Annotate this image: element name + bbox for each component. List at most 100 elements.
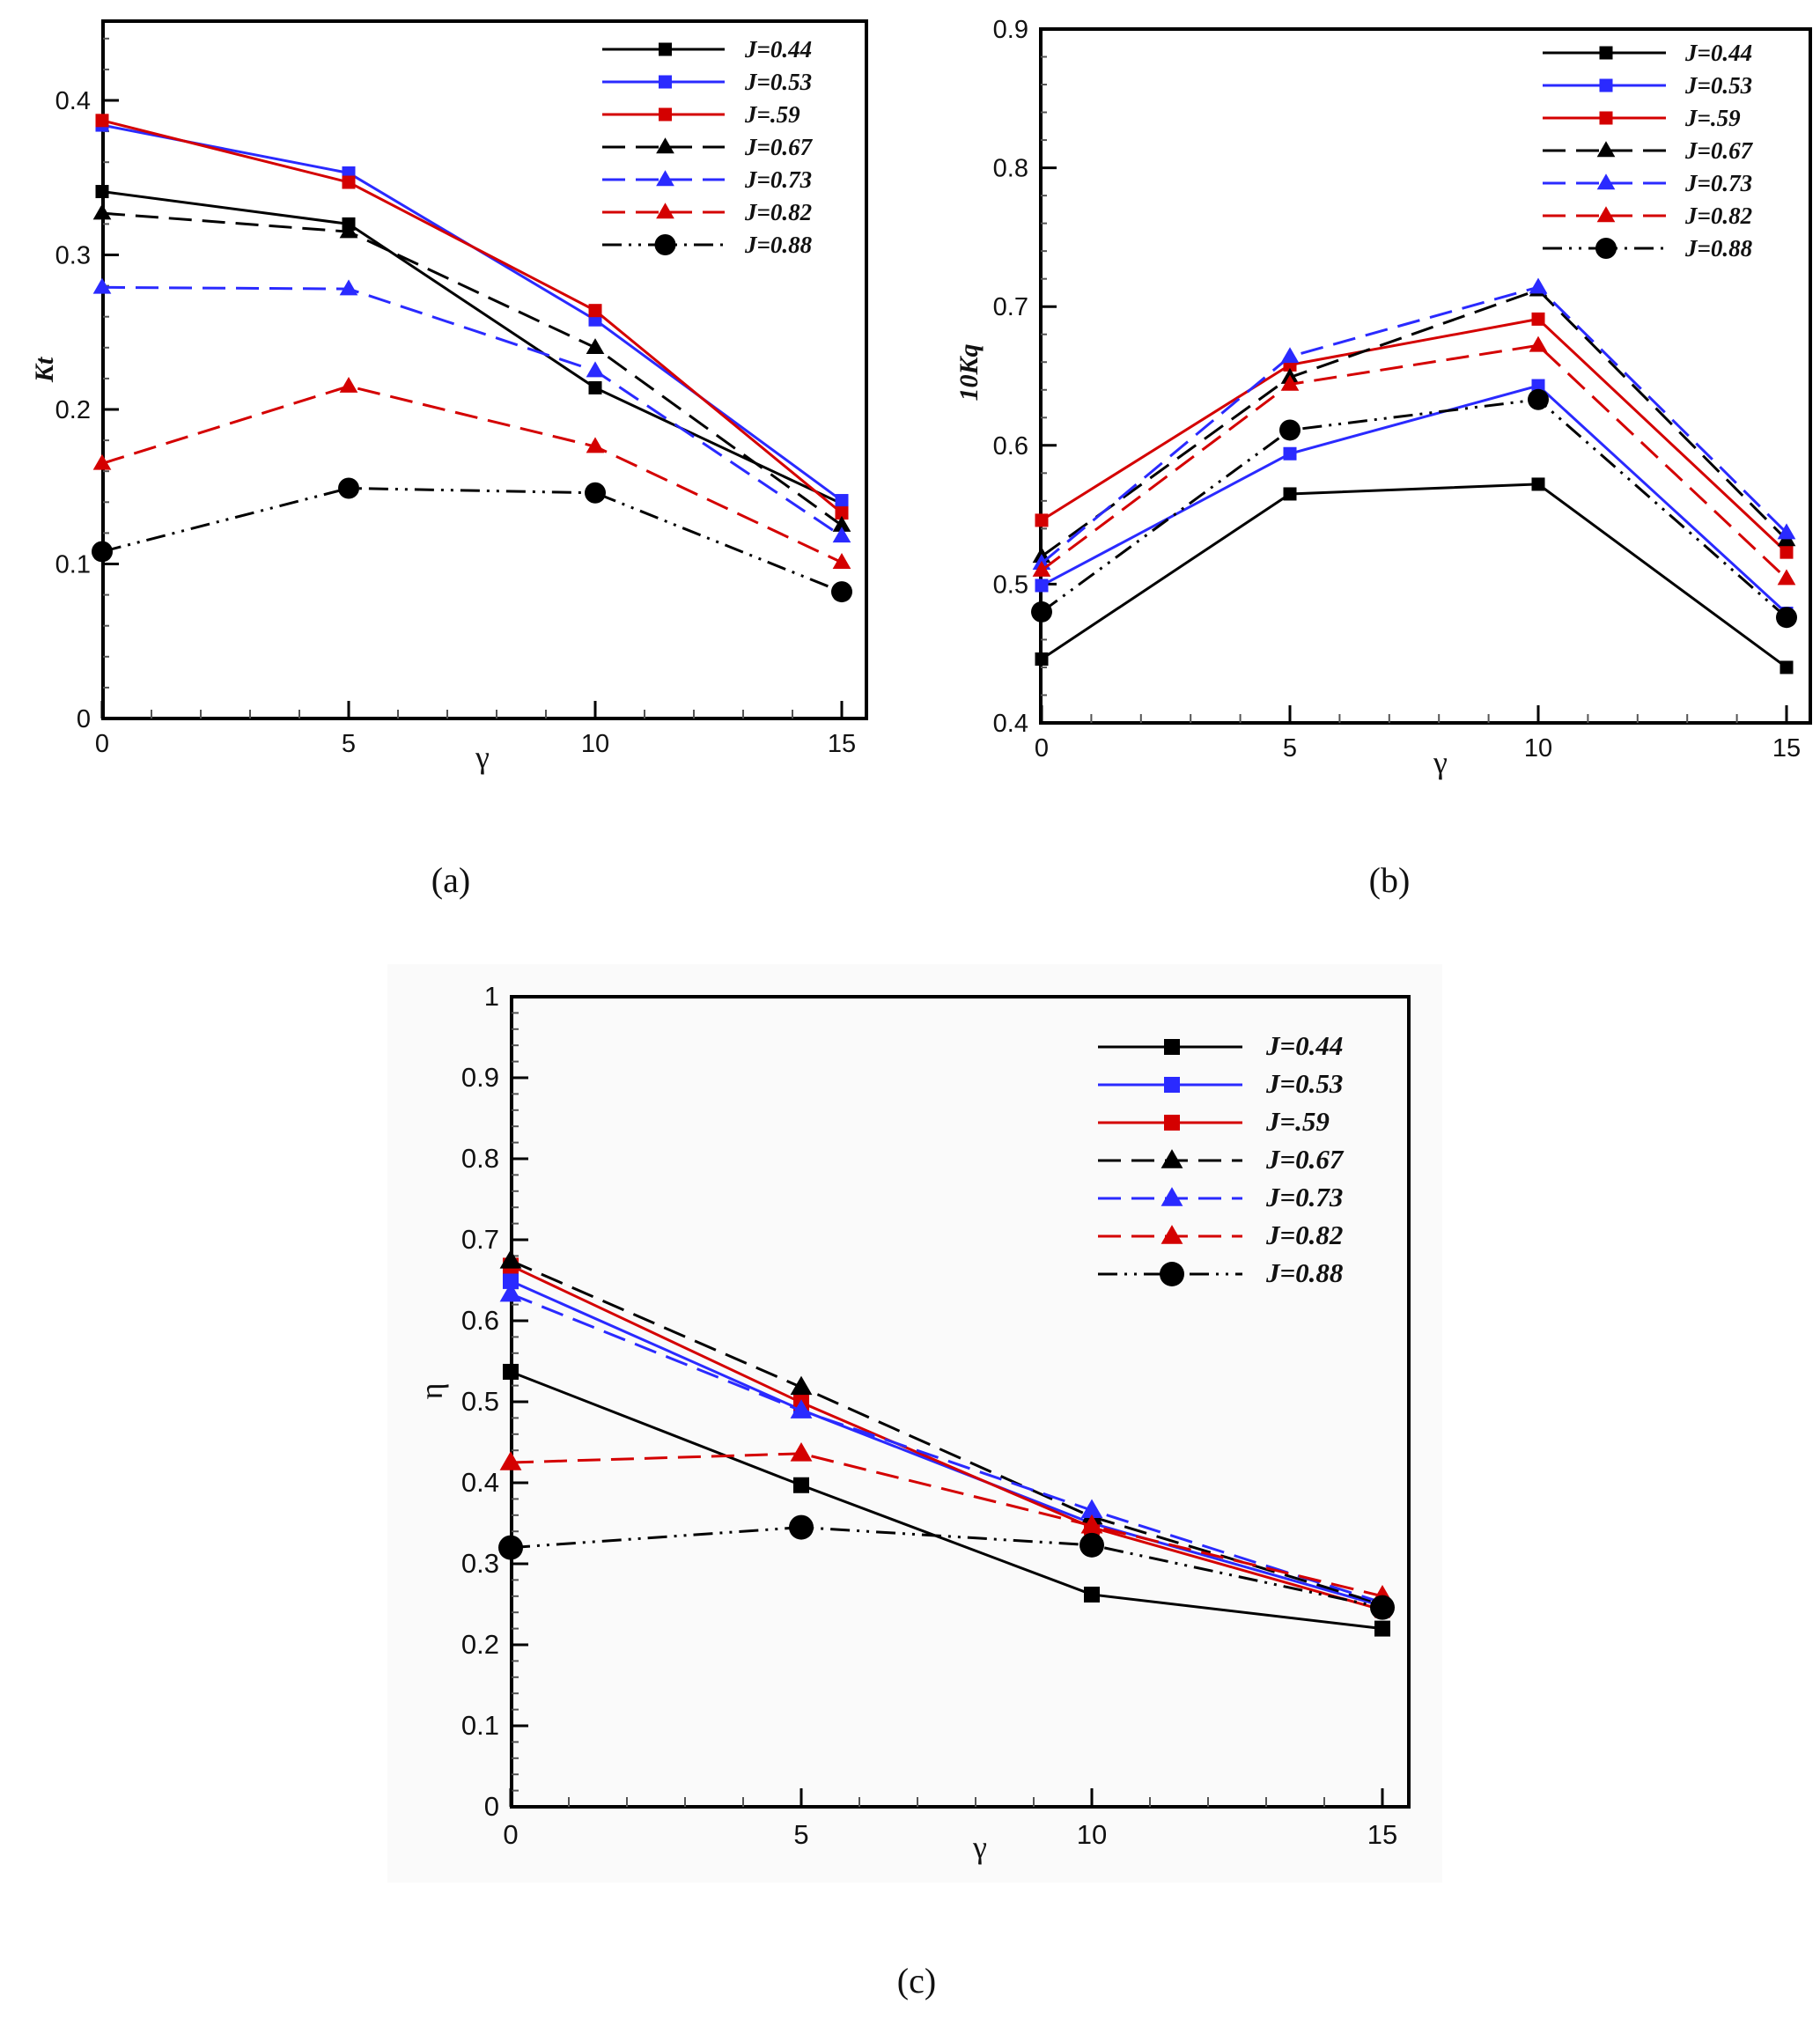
y-tick-label: 0 [484,1791,499,1822]
series-line [101,211,843,527]
x-tick-label: 5 [1283,734,1297,763]
y-tick-label: 0.6 [993,432,1028,461]
data-point [1531,477,1545,491]
chart-c-xlabel: γ [972,1830,987,1865]
legend-item: J=0.53 [602,69,812,95]
y-tick-label: 0.5 [461,1386,499,1417]
data-point [1080,1499,1103,1518]
legend: J=0.44 J=0.53 J=.59 J=0.67 J=0.73 J=0.82 J=0.8… [602,36,814,258]
data-point [338,477,359,499]
data-point [1032,560,1051,577]
series-J=0.53 [1035,379,1794,620]
y-tick-label: 0.9 [993,16,1028,44]
series-line [1041,398,1787,619]
x-tick-label: 15 [1367,1819,1397,1850]
data-point [92,453,112,470]
series-J=.59 [95,114,849,520]
data-point [1777,523,1796,540]
legend-marker [1161,1187,1183,1206]
data-point [92,541,113,563]
legend-marker [1596,173,1616,190]
y-tick-label: 0.4 [55,87,91,115]
data-point [793,1477,809,1493]
data-point [499,1249,522,1269]
legend-item: J=0.73 [602,166,812,193]
legend-label: J=0.88 [744,232,813,258]
legend-marker [1161,1149,1183,1168]
series-line [1041,317,1788,554]
series-J=0.44 [503,1363,1390,1637]
legend-item: J=0.88 [1098,1257,1344,1288]
legend-label: J=0.73 [1265,1182,1343,1212]
plot-frame [1039,27,1812,725]
legend-marker [1164,1039,1180,1055]
series-line [1041,483,1787,669]
series-line [1041,285,1788,564]
series-line [510,1370,1383,1631]
legend-label: J=0.88 [1265,1257,1344,1288]
data-point [1283,446,1297,461]
series-line [1041,343,1788,580]
series-J=0.82 [1032,335,1796,586]
legend-item: J=0.88 [602,232,813,258]
y-tick-label: 0.4 [993,710,1028,738]
x-tick-label: 0 [503,1819,518,1850]
data-point [1529,277,1548,294]
chart-a-xlabel: γ [475,740,490,775]
legend-marker [656,170,674,187]
y-tick-label: 0 [77,705,91,733]
data-point [832,527,851,543]
x-tick-label: 5 [793,1819,808,1850]
chart-b: 10Kq γ (b) 0.4 0.5 0.6 0.7 0.8 0.9 0 5 10 15 J=0.4… [954,16,1812,900]
chart-c-ylabel: η [414,1383,449,1400]
chart-c: η γ (c) 00.10.20.30.40.50.60.70.80.910 5 1… [414,981,1411,2001]
series-line [510,1526,1383,1610]
legend-marker [1160,1262,1184,1286]
y-tick-label: 0.8 [461,1143,499,1174]
data-point [1531,379,1545,393]
y-tick-label: 0.6 [461,1305,499,1336]
legend-item: J=.59 [1543,105,1741,131]
legend-marker [1161,1225,1183,1244]
chart-b-xlabel: γ [1433,745,1448,780]
series-J=0.67 [92,203,851,532]
series-line [510,1279,1383,1608]
legend-item: J=0.67 [602,134,814,160]
data-point [832,553,851,569]
data-point [1035,513,1049,527]
legend-label: J=.59 [1684,105,1741,131]
series-J=0.73 [92,277,851,543]
data-point [92,277,112,294]
legend-marker [656,203,674,219]
data-point [92,203,112,220]
series-line [1041,384,1788,615]
data-point [1283,487,1297,501]
y-tick-label: 0.3 [55,242,91,270]
legend-item: J=.59 [1098,1106,1330,1137]
legend-item: J=0.82 [1543,203,1752,229]
data-point [503,1363,519,1380]
data-point [835,494,849,508]
data-point [339,376,358,393]
data-point [832,515,851,532]
series-J=0.44 [95,185,849,511]
y-tick-label: 1 [484,981,499,1012]
legend-label: J=0.67 [1684,137,1754,164]
data-point [503,1272,519,1289]
x-tick-label: 15 [828,730,856,758]
legend-marker [1599,78,1613,92]
legend-marker [659,107,672,122]
legend-marker [1595,238,1617,259]
x-tick-label: 0 [1035,734,1049,763]
data-point [585,482,606,504]
data-point [498,1535,523,1560]
legend-marker [1596,141,1616,158]
legend-item: J=0.53 [1543,72,1752,99]
series-line [101,119,843,514]
data-point [95,185,109,199]
series-line [510,1452,1383,1598]
legend-label: J=.59 [1265,1106,1330,1137]
series-J=0.88 [498,1514,1395,1620]
legend-marker [1164,1115,1180,1131]
